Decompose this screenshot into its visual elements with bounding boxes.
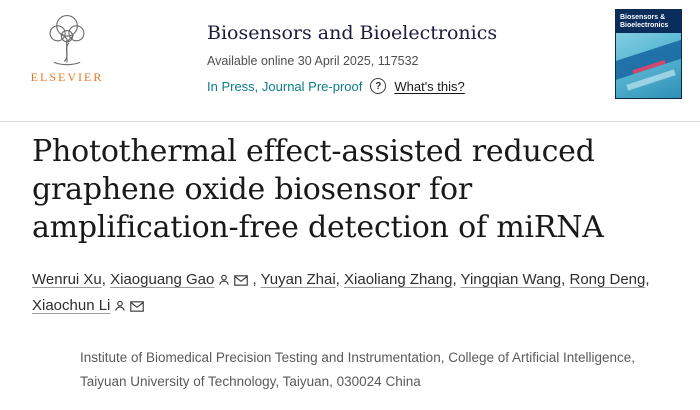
author-separator: , bbox=[645, 271, 650, 288]
author-list: Wenrui Xu, Xiaoguang Gao , Yuyan Zhai, X… bbox=[32, 267, 692, 319]
header-divider bbox=[0, 121, 700, 122]
author-link[interactable]: Yuyan Zhai bbox=[260, 271, 336, 288]
journal-title-link[interactable]: Biosensors and Bioelectronics bbox=[207, 22, 498, 44]
author-separator: , bbox=[452, 271, 461, 288]
author-link[interactable]: Yingqian Wang bbox=[460, 271, 562, 288]
available-online-text: Available online 30 April 2025, 117532 bbox=[207, 54, 419, 68]
article-title: Photothermal effect-assisted reduced gra… bbox=[32, 134, 604, 245]
article-header: Photothermal effect-assisted reduced gra… bbox=[32, 133, 692, 394]
elsevier-logo[interactable]: ELSEVIER bbox=[26, 8, 108, 85]
author-link[interactable]: Rong Deng bbox=[569, 271, 646, 288]
cover-title-line1: Biosensors & bbox=[620, 14, 666, 21]
author-separator: , bbox=[561, 271, 570, 288]
author-link[interactable]: Xiaoliang Zhang bbox=[344, 271, 453, 288]
help-icon[interactable]: ? bbox=[370, 78, 387, 94]
envelope-icon[interactable] bbox=[234, 271, 249, 288]
journal-cover-thumbnail[interactable]: Biosensors & Bioelectronics bbox=[615, 9, 682, 99]
author-separator: , bbox=[101, 271, 111, 288]
affiliation-text: Institute of Biomedical Precision Testin… bbox=[80, 350, 636, 389]
whats-this-link[interactable]: What's this? bbox=[394, 78, 465, 94]
elsevier-tree-icon bbox=[49, 14, 85, 66]
envelope-icon[interactable] bbox=[130, 297, 145, 314]
person-icon[interactable] bbox=[218, 271, 230, 288]
author-separator: , bbox=[248, 271, 261, 288]
in-press-status[interactable]: In Press, Journal Pre-proof bbox=[207, 78, 363, 94]
person-icon[interactable] bbox=[114, 297, 126, 314]
elsevier-wordmark: ELSEVIER bbox=[30, 70, 104, 84]
help-glyph: ? bbox=[375, 80, 382, 92]
author-link[interactable]: Xiaochun Li bbox=[32, 297, 111, 314]
author-link[interactable]: Wenrui Xu bbox=[32, 271, 102, 288]
author-link[interactable]: Xiaoguang Gao bbox=[110, 271, 215, 288]
journal-meta: Biosensors and Bioelectronics Available … bbox=[207, 22, 497, 94]
press-status-row: In Press, Journal Pre-proof ? What's thi… bbox=[207, 78, 497, 94]
cover-title-band: Biosensors & Bioelectronics bbox=[616, 10, 681, 33]
cover-title-line2: Bioelectronics bbox=[620, 22, 669, 29]
cover-artwork bbox=[616, 33, 681, 98]
author-separator: , bbox=[335, 271, 345, 288]
